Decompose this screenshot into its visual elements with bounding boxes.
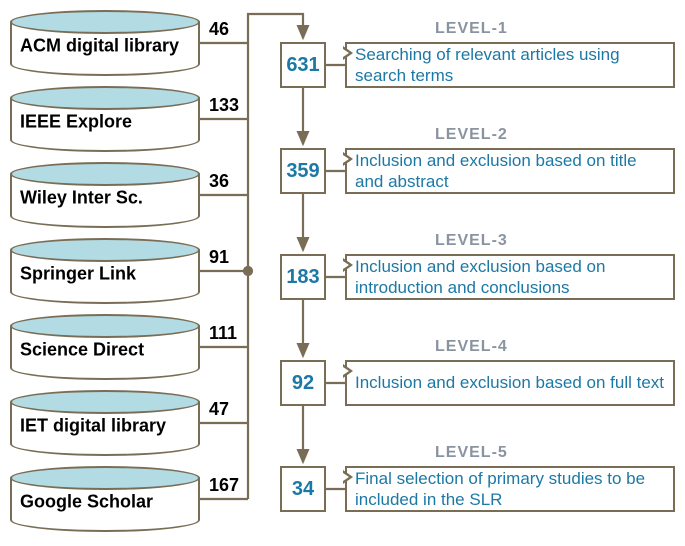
database-label: Google Scholar [20, 492, 153, 513]
notch-icon [343, 470, 353, 484]
database-cylinder: Science Direct [10, 326, 200, 368]
level-count-box: 34 [280, 466, 326, 512]
database-cylinder: Wiley Inter Sc. [10, 174, 200, 216]
level-label: LEVEL-5 [435, 444, 508, 462]
database-cylinder: IEEE Explore [10, 98, 200, 140]
level-description: Searching of relevant articles using sea… [345, 42, 675, 88]
level-description: Final selection of primary studies to be… [345, 466, 675, 512]
database-cylinder: ACM digital library [10, 22, 200, 64]
database-label: Wiley Inter Sc. [20, 188, 143, 209]
database-cylinder: IET digital library [10, 402, 200, 444]
database-count: 47 [208, 399, 230, 420]
database-count: 46 [208, 19, 230, 40]
database-label: IET digital library [20, 416, 166, 437]
database-cylinder: Springer Link [10, 250, 200, 292]
notch-icon [343, 152, 353, 166]
database-label: Springer Link [20, 264, 136, 285]
level-description: Inclusion and exclusion based on introdu… [345, 254, 675, 300]
level-label: LEVEL-1 [435, 20, 508, 38]
level-description: Inclusion and exclusion based on title a… [345, 148, 675, 194]
notch-icon [343, 364, 353, 378]
level-label: LEVEL-3 [435, 232, 508, 250]
level-description: Inclusion and exclusion based on full te… [345, 360, 675, 406]
database-label: IEEE Explore [20, 112, 132, 133]
database-count: 91 [208, 247, 230, 268]
level-label: LEVEL-2 [435, 126, 508, 144]
level-label: LEVEL-4 [435, 338, 508, 356]
level-count-box: 183 [280, 254, 326, 300]
database-count: 111 [208, 323, 238, 344]
level-count-box: 359 [280, 148, 326, 194]
level-count-box: 631 [280, 42, 326, 88]
database-label: Science Direct [20, 340, 144, 361]
database-count: 133 [208, 95, 240, 116]
level-count-box: 92 [280, 360, 326, 406]
notch-icon [343, 46, 353, 60]
notch-icon [343, 258, 353, 272]
database-label: ACM digital library [20, 36, 179, 57]
database-cylinder: Google Scholar [10, 478, 200, 520]
database-count: 36 [208, 171, 230, 192]
database-count: 167 [208, 475, 240, 496]
